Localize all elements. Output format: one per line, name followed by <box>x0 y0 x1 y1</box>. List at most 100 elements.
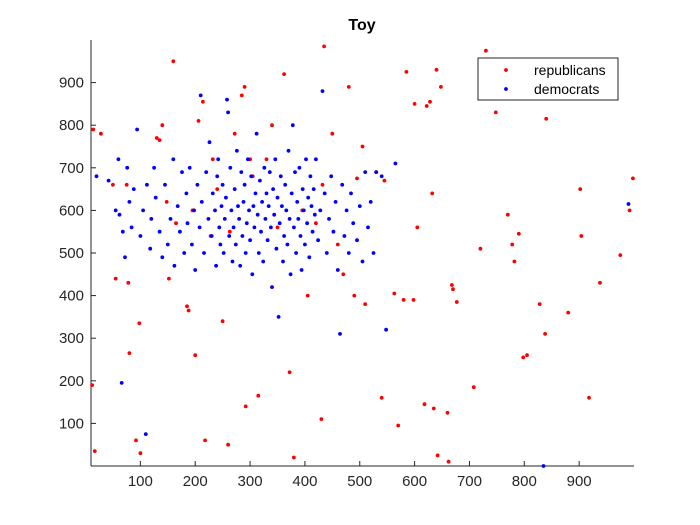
democrats-point <box>299 268 304 272</box>
democrats-point <box>250 272 255 277</box>
democrats-point <box>305 221 309 226</box>
democrats-point <box>308 174 313 179</box>
democrats-point <box>371 251 376 255</box>
democrats-point <box>284 208 289 213</box>
democrats-point <box>197 225 202 230</box>
democrats-point <box>249 174 254 179</box>
republicans-point <box>275 225 280 230</box>
republicans-point <box>196 119 201 123</box>
democrats-point <box>307 255 312 260</box>
republicans-point <box>160 123 165 128</box>
republicans-point <box>434 67 439 72</box>
republicans-point <box>525 353 529 358</box>
republicans-point <box>392 291 397 296</box>
republicans-point <box>412 102 417 106</box>
x-tick-label: 100 <box>128 473 153 490</box>
democrats-point <box>145 182 149 187</box>
republicans-point <box>341 272 346 277</box>
republicans-point <box>111 182 115 187</box>
republicans-point <box>186 308 191 313</box>
republicans-point <box>401 298 406 302</box>
republicans-point <box>215 187 220 192</box>
republicans-point <box>454 300 459 304</box>
republicans-point <box>220 319 225 324</box>
democrats-point <box>295 200 300 204</box>
republicans-point <box>411 298 416 302</box>
democrats-point <box>270 285 274 289</box>
democrats-point <box>360 259 365 264</box>
democrats-point <box>297 165 302 170</box>
democrats-point <box>300 187 305 192</box>
y-axis: 100 200 300 400 500 600 700 800 900 <box>59 40 96 466</box>
democrats-point <box>351 221 356 226</box>
republicans-point <box>544 116 549 121</box>
republicans-point <box>618 253 623 257</box>
y-tick-label: 500 <box>59 245 84 262</box>
democrats-point <box>283 182 288 187</box>
democrats-point <box>384 327 388 332</box>
democrats-point <box>117 212 122 217</box>
republicans-point <box>446 459 451 464</box>
republicans-point <box>92 449 97 453</box>
republicans-point <box>346 85 351 89</box>
democrats-point <box>231 225 236 230</box>
republicans-point <box>242 85 247 89</box>
republicans-point <box>352 293 357 298</box>
y-tick-label: 800 <box>59 117 84 134</box>
democrats-point <box>127 200 132 204</box>
democrats-point <box>180 170 184 175</box>
democrats-point <box>335 268 340 272</box>
republicans-point <box>516 231 521 236</box>
democrats-point <box>294 251 298 255</box>
democrats-point <box>239 170 244 175</box>
democrats-point <box>131 187 136 192</box>
republicans-point <box>113 276 118 281</box>
democrats-point <box>246 157 250 162</box>
democrats-point <box>349 191 353 196</box>
series-democrats <box>94 89 631 468</box>
x-axis: 100 200 300 400 500 600 700 800 900 <box>91 461 634 490</box>
democrats-point <box>206 217 211 221</box>
democrats-point <box>224 195 228 200</box>
republicans-point <box>382 178 387 183</box>
republicans-point <box>435 453 440 458</box>
democrats-point <box>149 217 154 221</box>
republicans-point <box>471 385 476 390</box>
democrats-point <box>314 157 318 162</box>
republicans-point <box>379 395 384 400</box>
legend-box <box>477 57 619 101</box>
democrats-point <box>226 110 231 115</box>
democrats-point <box>113 208 118 213</box>
republicans-point <box>264 157 269 162</box>
democrats-point <box>225 97 229 102</box>
republicans-point <box>396 423 401 428</box>
democrats-point <box>320 89 325 93</box>
plot-area <box>91 40 634 466</box>
y-tick-label: 700 <box>59 160 84 177</box>
legend-label-democrats: democrats <box>534 81 599 97</box>
republicans-point <box>232 131 237 136</box>
democrats-point <box>163 182 167 187</box>
democrats-point <box>342 234 347 238</box>
democrats-point <box>227 234 232 238</box>
democrats-point <box>232 187 237 192</box>
democrats-point <box>260 200 264 204</box>
democrats-point <box>178 229 182 234</box>
democrats-point <box>355 238 359 243</box>
democrats-point <box>344 208 349 213</box>
democrats-point <box>322 191 327 196</box>
legend-marker-democrats <box>504 87 508 91</box>
democrats-point <box>220 182 225 187</box>
republicans-point <box>185 304 189 309</box>
democrats-point <box>152 165 157 170</box>
republicans-point <box>124 182 129 187</box>
republicans-point <box>157 138 162 143</box>
republicans-point <box>134 438 138 443</box>
democrats-point <box>290 123 295 128</box>
republicans-point <box>201 99 205 104</box>
republicans-point <box>428 99 432 104</box>
y-tick-label: 200 <box>59 373 84 390</box>
republicans-point <box>415 225 420 230</box>
republicans-point <box>627 208 632 213</box>
